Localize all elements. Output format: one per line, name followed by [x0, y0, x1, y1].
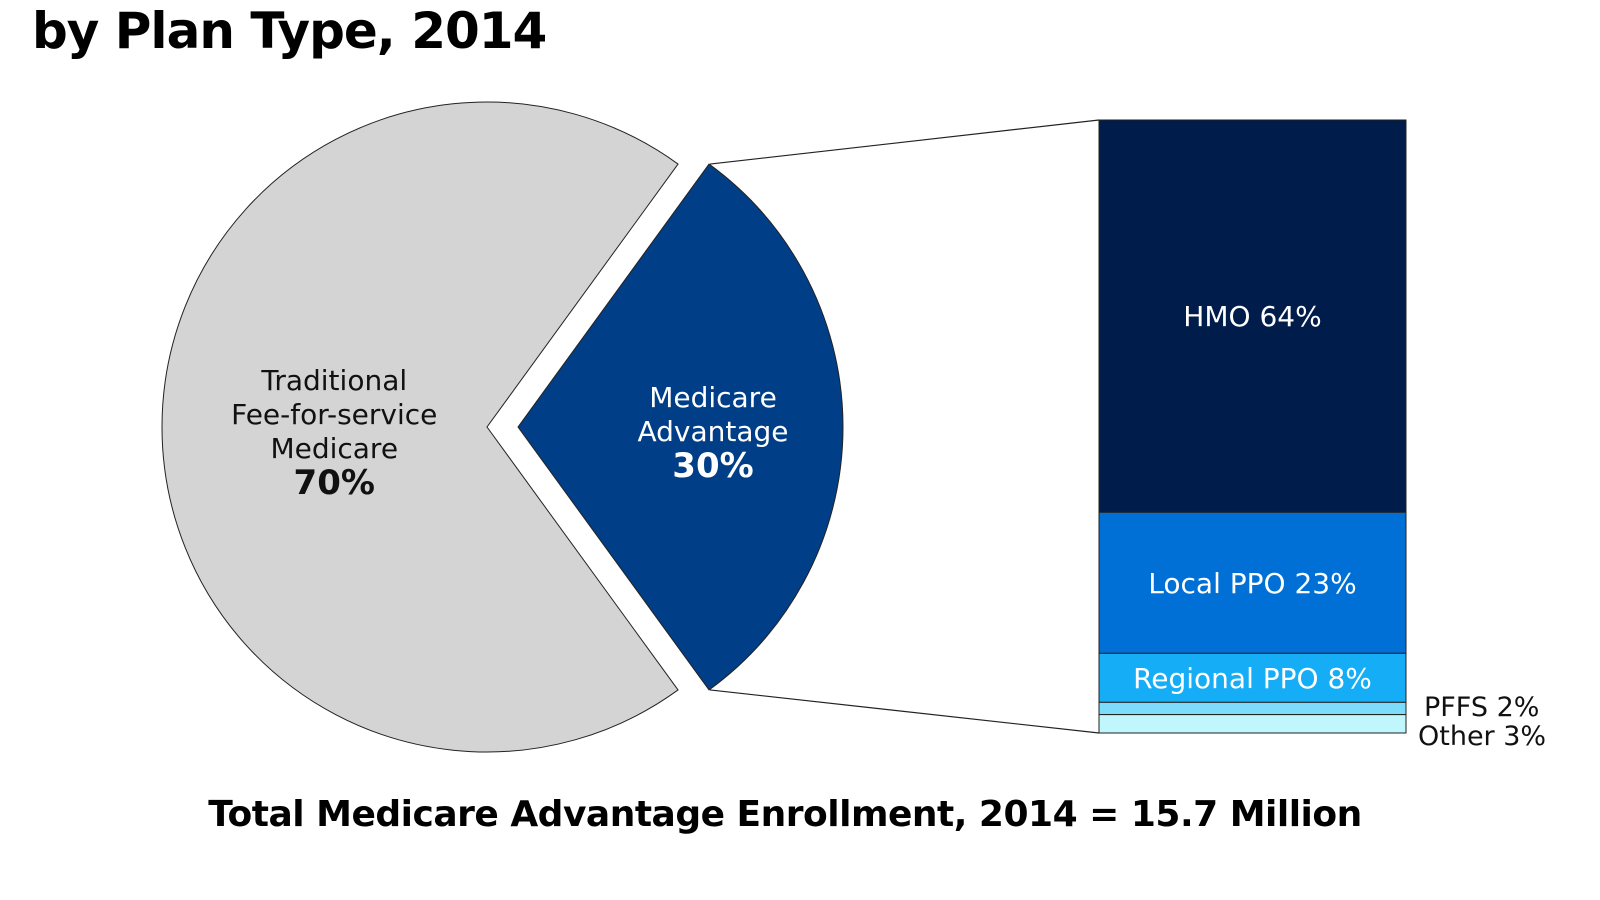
chart-footer: Total Medicare Advantage Enrollment, 201… — [208, 794, 1362, 835]
bar-segment-label: HMO 64% — [1183, 300, 1321, 333]
chart-title: by Plan Type, 2014 — [32, 2, 547, 60]
pie-label: Medicare — [270, 432, 398, 465]
pie-label: Advantage — [637, 415, 788, 448]
pie-slice — [517, 163, 844, 691]
bar-segment — [1098, 701, 1407, 716]
pie-label: Medicare — [649, 381, 777, 414]
bar-segment — [1098, 119, 1407, 513]
bar-segment-label: Other 3% — [1418, 721, 1546, 752]
pie-value-label: 30% — [672, 446, 753, 486]
bar-segment-label: Local PPO 23% — [1148, 567, 1356, 600]
connector-line — [709, 689, 1100, 734]
pie-slice — [161, 101, 679, 753]
pie-label: Fee-for-service — [231, 398, 437, 431]
bar-segment-label: PFFS 2% — [1424, 692, 1539, 723]
connector-line — [709, 119, 1100, 165]
bar-segment — [1098, 714, 1407, 734]
pie-value-label: 70% — [294, 463, 375, 503]
bar-segment-label: Regional PPO 8% — [1133, 662, 1372, 695]
bar-segment — [1098, 511, 1407, 654]
pie-label: Traditional — [260, 364, 407, 397]
bar-segment — [1098, 652, 1407, 703]
